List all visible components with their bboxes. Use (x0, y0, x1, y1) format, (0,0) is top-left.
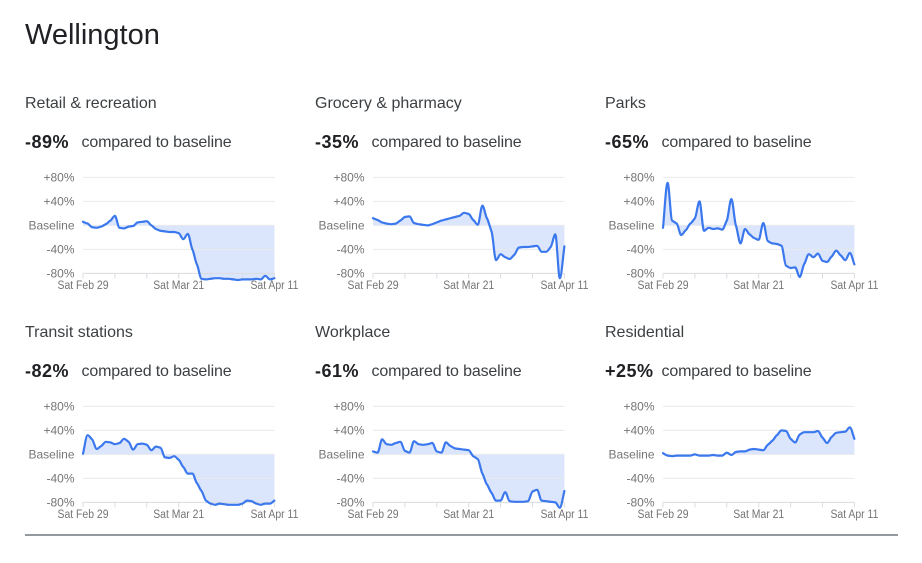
svg-text:-40%: -40% (46, 243, 74, 257)
svg-text:Sat Feb 29: Sat Feb 29 (57, 509, 108, 522)
svg-text:-80%: -80% (336, 267, 364, 281)
svg-text:Sat Mar 21: Sat Mar 21 (733, 280, 784, 293)
svg-text:-80%: -80% (336, 496, 364, 510)
svg-text:+40%: +40% (623, 424, 654, 438)
svg-text:Baseline: Baseline (318, 219, 364, 233)
svg-text:+80%: +80% (43, 400, 74, 414)
svg-text:+40%: +40% (333, 195, 364, 209)
svg-text:-40%: -40% (626, 243, 654, 257)
svg-text:+80%: +80% (43, 171, 74, 185)
svg-text:Baseline: Baseline (28, 448, 74, 462)
svg-text:Sat Mar 21: Sat Mar 21 (153, 280, 204, 293)
svg-text:-80%: -80% (626, 496, 654, 510)
svg-text:+40%: +40% (333, 424, 364, 438)
svg-text:Sat Feb 29: Sat Feb 29 (57, 280, 108, 293)
svg-text:Sat Mar 21: Sat Mar 21 (443, 280, 494, 293)
svg-text:+80%: +80% (333, 171, 364, 185)
svg-text:-40%: -40% (626, 472, 654, 486)
svg-text:+40%: +40% (623, 195, 654, 209)
svg-text:+80%: +80% (623, 171, 654, 185)
svg-text:-80%: -80% (46, 496, 74, 510)
svg-text:+80%: +80% (623, 400, 654, 414)
svg-text:Sat Apr 11: Sat Apr 11 (830, 509, 878, 522)
svg-text:Sat Feb 29: Sat Feb 29 (637, 280, 688, 293)
svg-text:Sat Mar 21: Sat Mar 21 (153, 509, 204, 522)
svg-text:Sat Apr 11: Sat Apr 11 (250, 509, 298, 522)
svg-text:Sat Apr 11: Sat Apr 11 (540, 509, 588, 522)
svg-text:-40%: -40% (336, 472, 364, 486)
svg-text:Baseline: Baseline (318, 448, 364, 462)
svg-text:Baseline: Baseline (608, 448, 654, 462)
svg-text:Sat Apr 11: Sat Apr 11 (540, 280, 588, 293)
svg-text:+80%: +80% (333, 400, 364, 414)
svg-text:+40%: +40% (43, 424, 74, 438)
svg-text:Sat Mar 21: Sat Mar 21 (443, 509, 494, 522)
svg-text:Sat Mar 21: Sat Mar 21 (733, 509, 784, 522)
svg-text:-80%: -80% (46, 267, 74, 281)
svg-text:Sat Feb 29: Sat Feb 29 (637, 509, 688, 522)
svg-text:+40%: +40% (43, 195, 74, 209)
svg-text:Sat Feb 29: Sat Feb 29 (347, 509, 398, 522)
svg-text:-40%: -40% (46, 472, 74, 486)
svg-text:Baseline: Baseline (608, 219, 654, 233)
svg-text:-40%: -40% (336, 243, 364, 257)
svg-text:Baseline: Baseline (28, 219, 74, 233)
svg-text:Sat Feb 29: Sat Feb 29 (347, 280, 398, 293)
svg-text:-80%: -80% (626, 267, 654, 281)
svg-text:Sat Apr 11: Sat Apr 11 (250, 280, 298, 293)
svg-text:Sat Apr 11: Sat Apr 11 (830, 280, 878, 293)
